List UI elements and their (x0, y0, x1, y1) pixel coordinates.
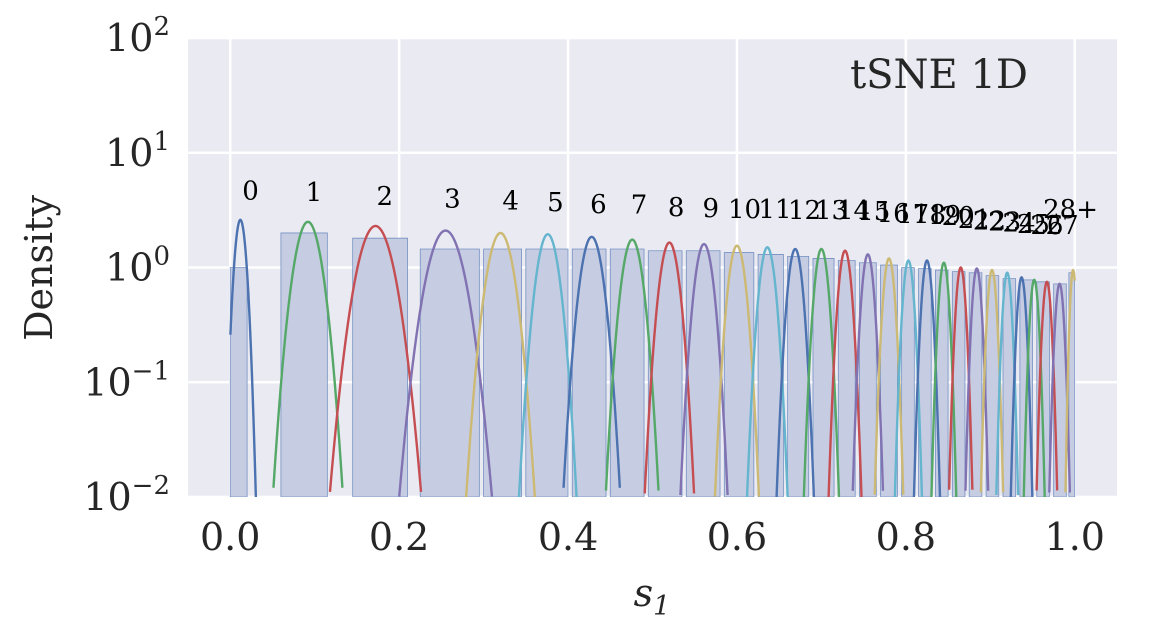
curve-label: 26 (1030, 211, 1063, 241)
curve-label: 15 (857, 197, 890, 227)
curve-label: 6 (590, 190, 607, 220)
curve-label: 16 (877, 199, 910, 229)
curve-label: 22 (973, 206, 1006, 236)
y-tick-label: 102 (105, 12, 170, 60)
chart-title: tSNE 1D (850, 52, 1028, 98)
curve-labels: 0 1 2 3 4 5 6 7 8 9 101112131415161718192021222324… (242, 177, 1098, 242)
curve-label: 8 (668, 193, 685, 223)
density-curve-4 (464, 231, 537, 497)
density-curve-7 (604, 238, 660, 491)
x-tick-label: 0.2 (369, 515, 429, 559)
curve-label: 14 (837, 196, 870, 226)
density-curve-28plus (1064, 268, 1076, 493)
x-tick-label: 0.8 (876, 515, 936, 559)
density-curve-9 (679, 242, 729, 496)
curve-label: 12 (788, 196, 821, 226)
density-curve-3 (398, 229, 494, 497)
histogram-bar (419, 248, 480, 497)
x-axis-label: s1 (634, 571, 671, 622)
y-tick-label: 10−1 (83, 356, 170, 404)
x-axis-label-base: s (634, 571, 654, 615)
curve-label: 10 (728, 195, 761, 225)
density-curve-1 (272, 220, 344, 488)
histogram-bar (609, 248, 645, 497)
y-tick-label: 101 (105, 127, 170, 175)
density-curve-5 (517, 232, 578, 497)
curve-label: 18 (913, 200, 946, 230)
curve-label: 7 (631, 191, 648, 221)
x-axis-label-subscript: 1 (653, 591, 670, 622)
density-curve-6 (562, 235, 622, 488)
x-tick-label: 0.4 (538, 515, 598, 559)
density-curve-15 (851, 253, 885, 491)
density-curve-11 (745, 246, 789, 497)
curve-label: 20 (942, 202, 975, 232)
curve-label: 3 (444, 184, 461, 214)
density-curve-24 (1009, 275, 1034, 497)
curve-label: 0 (242, 177, 259, 207)
curve-label: 23 (988, 208, 1021, 238)
curve-label: 9 (703, 194, 720, 224)
density-curve-12 (775, 247, 816, 497)
histogram-bar (787, 255, 810, 497)
curve-label: 27 (1046, 211, 1079, 241)
curve-label: 13 (815, 196, 848, 226)
histogram-bar (280, 232, 328, 497)
x-tick-labels: 0.0 0.2 0.4 0.6 0.8 1.0 (200, 515, 1105, 559)
density-curve-25 (1022, 278, 1046, 497)
histogram-bar (525, 248, 569, 497)
x-tick-label: 0.6 (707, 515, 767, 559)
density-curve-14 (827, 249, 863, 497)
curve-label: 21 (958, 205, 991, 235)
curve-label: 17 (896, 200, 929, 230)
y-axis-label: Density (17, 195, 61, 341)
density-curve-8 (643, 241, 696, 494)
density-curve-10 (713, 244, 761, 497)
density-curve-27 (1048, 282, 1072, 493)
histogram-bar (571, 248, 607, 497)
curve-label: 1 (306, 178, 323, 208)
histogram-bar (352, 237, 408, 497)
y-tick-label: 10−2 (83, 471, 170, 519)
x-tick-label: 0.0 (200, 515, 260, 559)
density-curve-0 (229, 218, 258, 497)
histogram-bar (901, 267, 915, 497)
histogram-bar (647, 250, 683, 497)
y-tick-label: 100 (105, 242, 170, 290)
curve-label: 2 (377, 182, 394, 212)
histogram-bar (837, 260, 856, 497)
histogram-bars (229, 232, 1076, 497)
curve-label: 28+ (1043, 195, 1098, 225)
curve-label: 25 (1017, 210, 1050, 240)
histogram-bar (685, 250, 721, 497)
density-curve-2 (328, 224, 423, 492)
curve-label: 19 (928, 201, 961, 231)
histogram-bar (483, 248, 522, 497)
x-tick-label: 1.0 (1045, 515, 1105, 559)
histogram-bar (812, 258, 835, 497)
curve-label: 4 (502, 187, 519, 217)
curve-label: 5 (547, 188, 564, 218)
y-tick-labels: 102 101 100 10−1 10−2 (83, 12, 170, 519)
histogram-bar (757, 254, 784, 497)
density-curves (229, 218, 1076, 497)
curve-label: 24 (1002, 209, 1035, 239)
curve-label: 11 (758, 195, 791, 225)
